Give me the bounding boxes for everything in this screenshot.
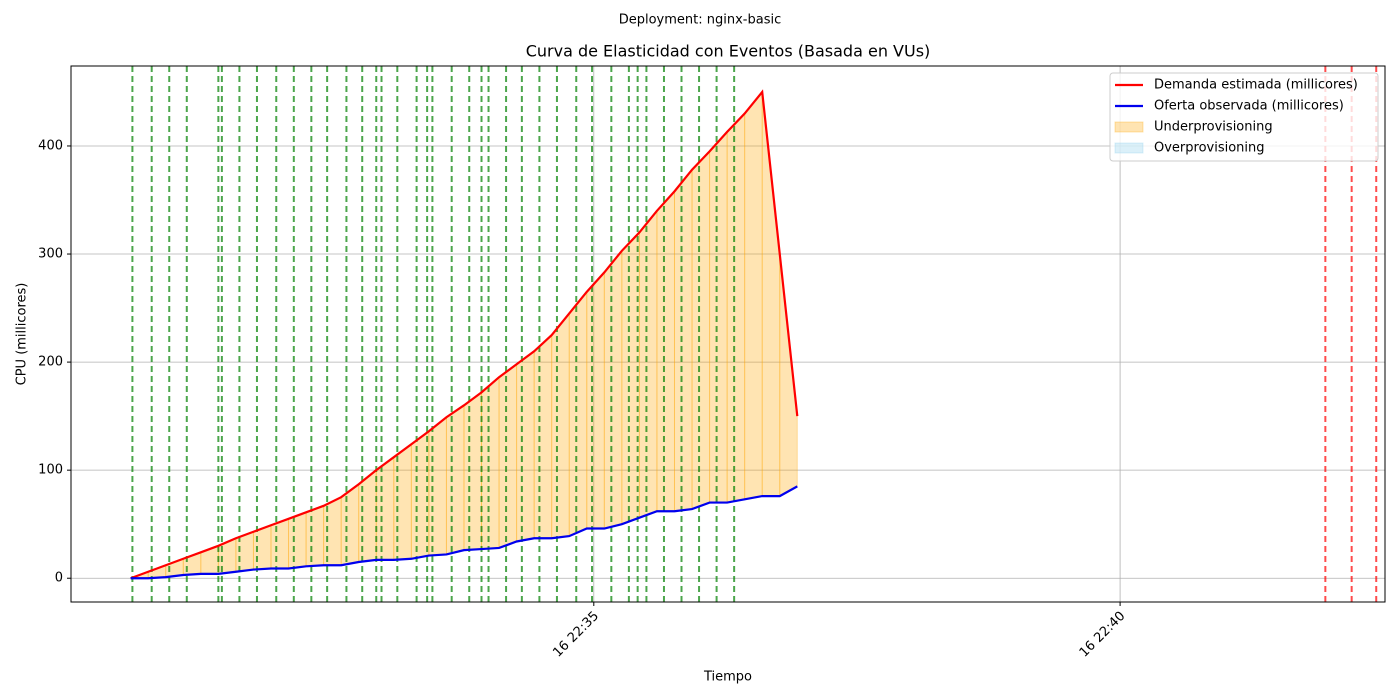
y-tick-label: 400 (38, 138, 63, 153)
x-tick-label: 16 22:40 (1077, 609, 1129, 661)
fill-area (744, 90, 763, 500)
legend-label: Underprovisioning (1154, 120, 1273, 135)
fill-area (709, 130, 728, 504)
line (130, 485, 798, 580)
fill-area (568, 290, 588, 537)
legend: Demanda estimada (millicores) Oferta obse… (1109, 72, 1379, 162)
plot-frame (70, 65, 1386, 603)
fill-area (656, 190, 675, 512)
fill-area (726, 112, 746, 504)
chart-title: Curva de Elasticidad con Eventos (Basada… (526, 42, 931, 61)
fill-area (270, 518, 290, 569)
fill-area (305, 505, 325, 567)
legend-label: Overprovisioning (1154, 141, 1265, 156)
y-tick-label: 300 (38, 247, 63, 262)
fill-area (586, 271, 605, 530)
legend-label: Demanda estimada (millicores) (1154, 78, 1358, 93)
fill-area (445, 404, 465, 556)
x-axis-label: Tiempo (703, 670, 752, 685)
y-tick-label: 100 (38, 463, 63, 478)
x-tick-label: 16 22:35 (550, 609, 602, 661)
fill-area (551, 312, 570, 539)
fill-area (691, 150, 711, 510)
fill-area (463, 391, 483, 551)
fill-area (375, 456, 395, 561)
fill-area (779, 253, 798, 497)
fill-area (498, 363, 518, 549)
legend-label: Oferta observada (millicores) (1154, 99, 1344, 114)
y-tick-label: 0 (55, 571, 63, 586)
fill-area (673, 168, 693, 512)
y-tick-label: 200 (38, 355, 63, 370)
suptitle: Deployment: nginx-basic (619, 13, 782, 28)
legend-swatch (1114, 121, 1144, 133)
fill-area (603, 249, 623, 530)
fill-area (288, 511, 307, 570)
fill-area (481, 376, 500, 550)
fill-area (638, 209, 658, 519)
fill-area (761, 91, 781, 497)
y-axis-label: CPU (millicores) (15, 283, 30, 386)
fill-area (516, 350, 535, 543)
legend-swatch (1114, 142, 1144, 154)
line (130, 89, 799, 580)
legend-box (1109, 72, 1379, 162)
fill-area (533, 333, 553, 539)
